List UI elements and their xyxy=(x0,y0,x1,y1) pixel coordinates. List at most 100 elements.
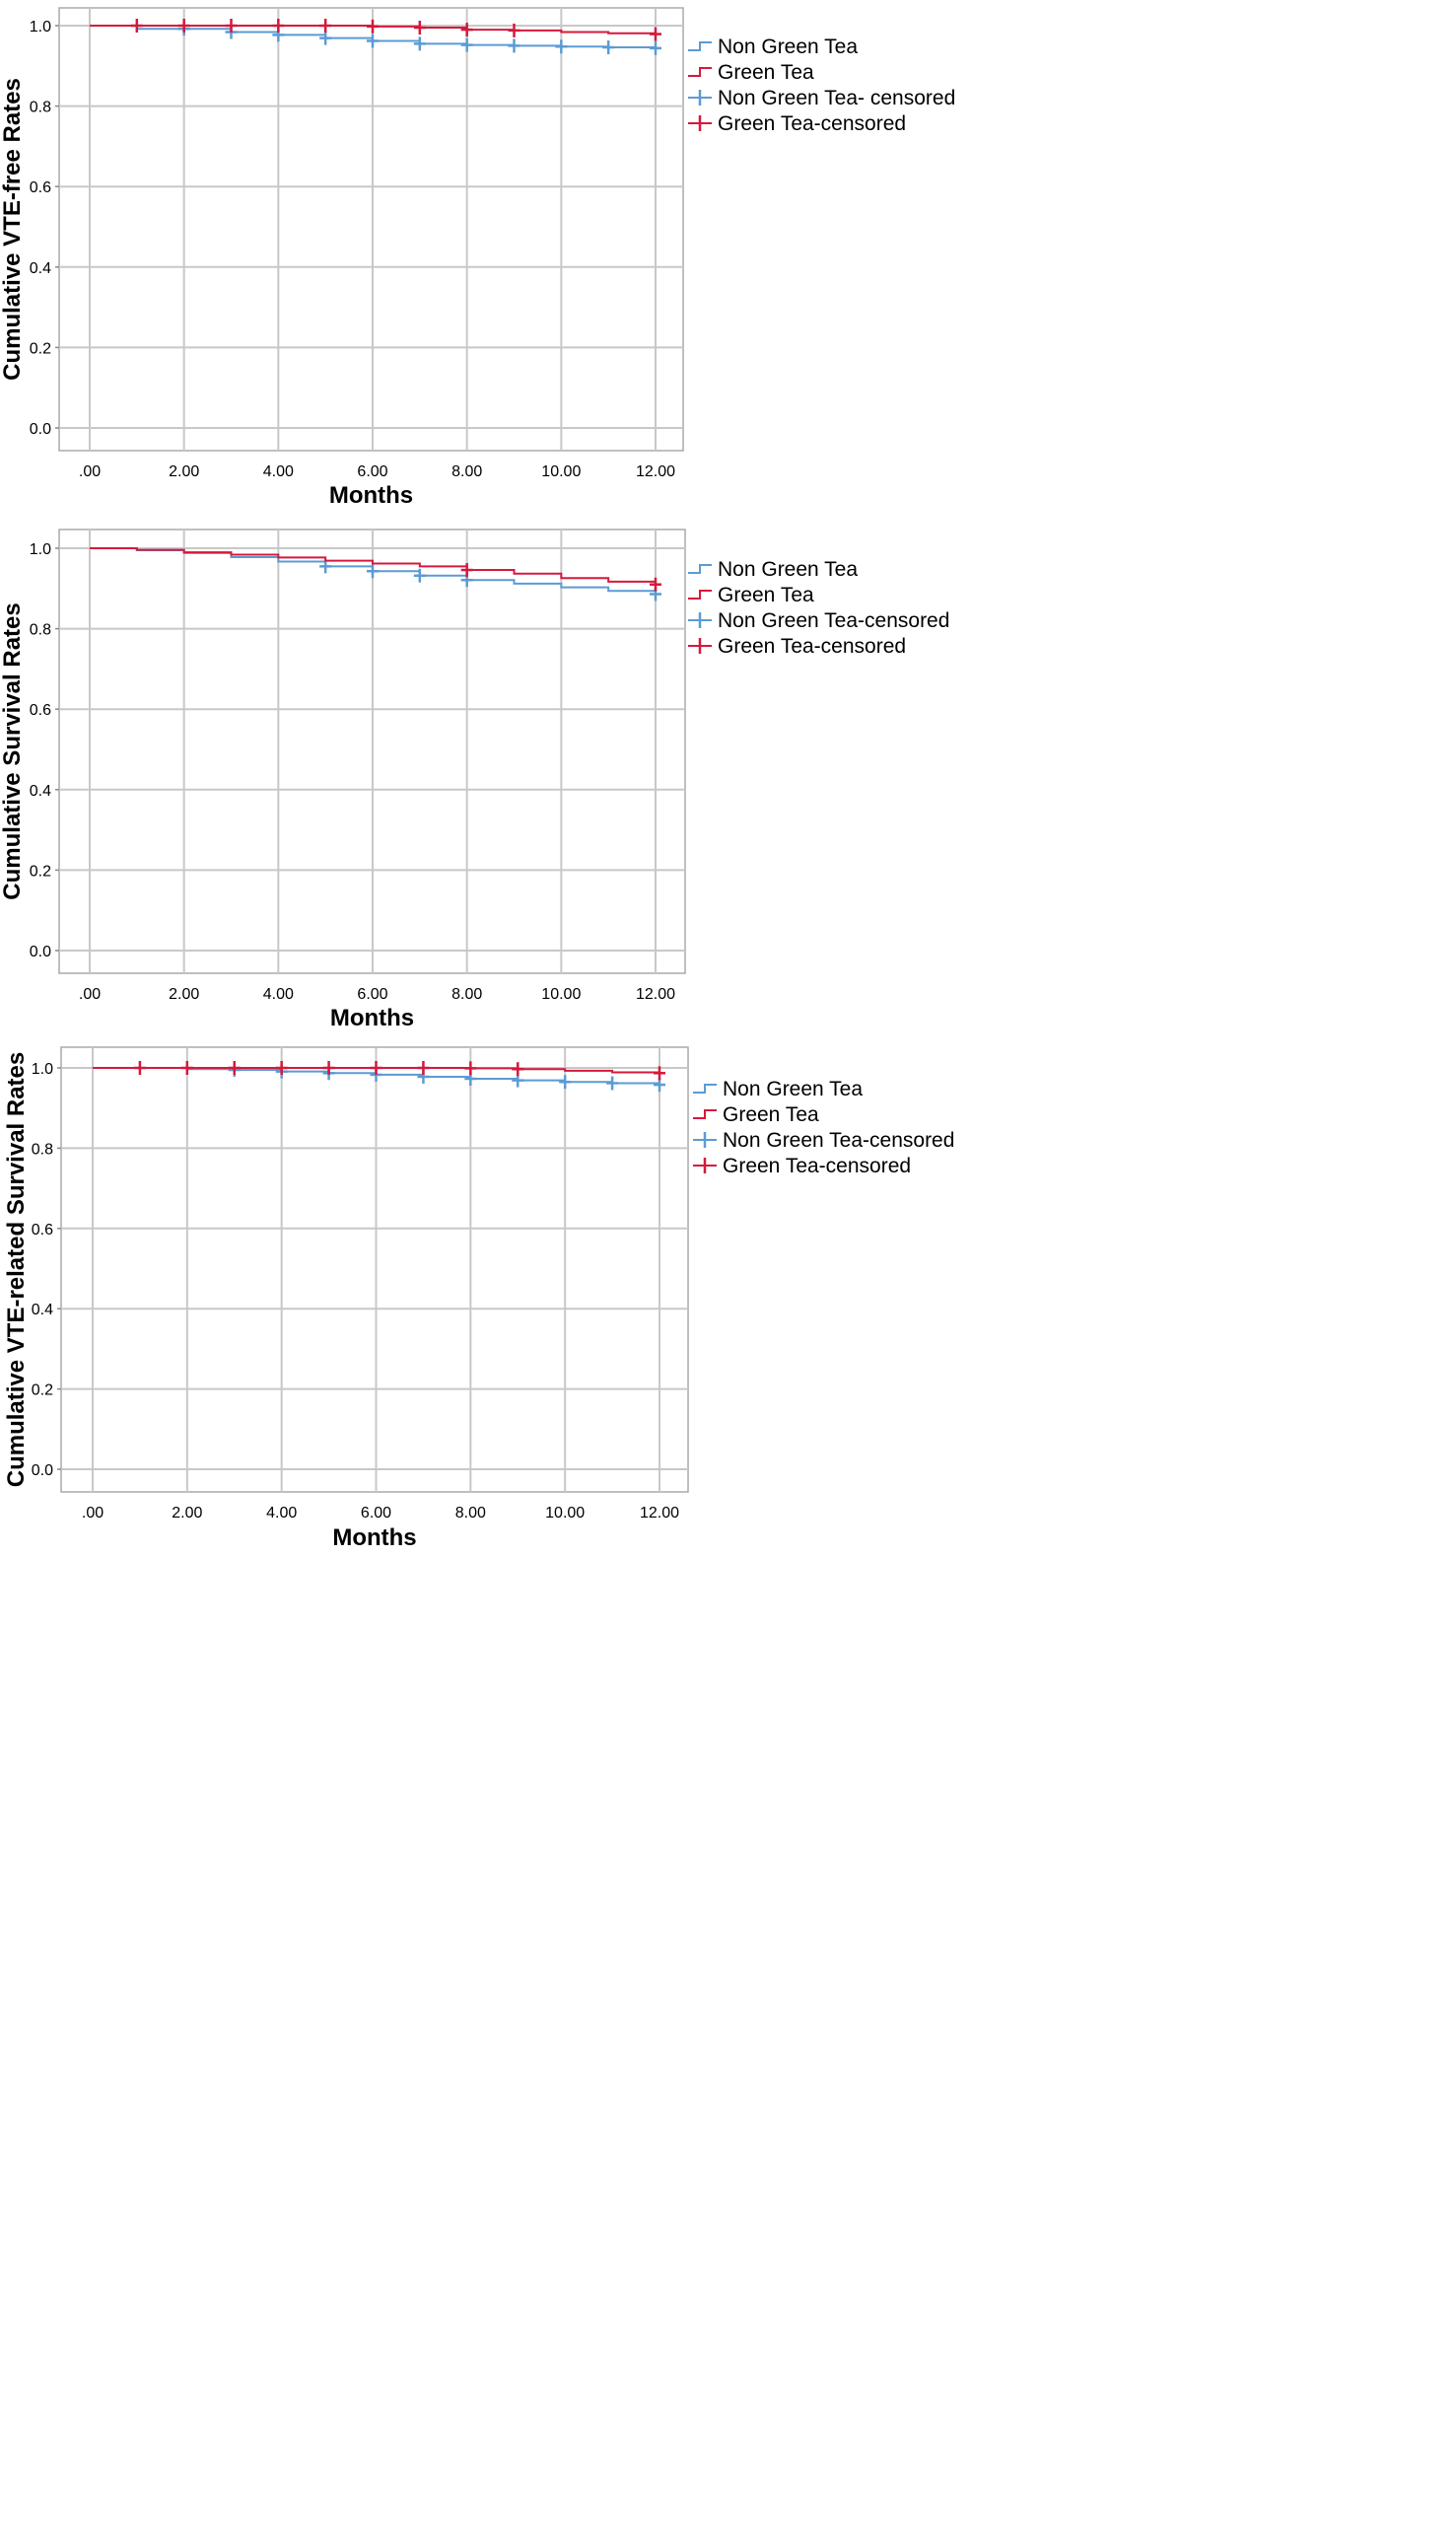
x-tick-label: 6.00 xyxy=(357,463,387,480)
legend-swatch-line xyxy=(688,41,712,51)
censor-mark-non-green-tea xyxy=(319,559,332,574)
x-tick-label: 12.00 xyxy=(640,1505,679,1522)
censor-mark-non-green-tea xyxy=(602,40,615,55)
legend-swatch-line xyxy=(693,1084,717,1094)
x-axis-label: Months xyxy=(332,1524,416,1551)
x-tick-label: .00 xyxy=(82,1505,104,1522)
censor-mark-green-tea xyxy=(650,577,661,592)
legend-swatch-line xyxy=(693,1109,717,1119)
legend-label: Green Tea xyxy=(723,1103,819,1126)
censor-mark-non-green-tea xyxy=(650,40,661,55)
x-tick-label: .00 xyxy=(79,986,101,1003)
y-tick-label: 0.4 xyxy=(30,783,51,800)
censor-mark-non-green-tea xyxy=(555,39,568,54)
legend-label: Green Tea-censored xyxy=(718,635,906,658)
y-tick-label: 0.6 xyxy=(30,702,51,719)
censor-mark-green-tea xyxy=(319,19,332,33)
censor-mark-green-tea xyxy=(367,19,379,34)
legend-label: Green Tea xyxy=(718,61,814,84)
chart-1: .00 2.00 4.00 6.00 8.00 10.00 12.00 0.0 0.2 0.4 0.… xyxy=(0,7,955,509)
legend-label: Green Tea-censored xyxy=(723,1155,911,1177)
censor-mark-non-green-tea xyxy=(606,1076,619,1091)
censor-mark-green-tea xyxy=(228,1061,241,1075)
censor-mark-green-tea xyxy=(322,1061,335,1075)
x-tick-label: 10.00 xyxy=(541,463,581,480)
x-tick-label: 8.00 xyxy=(451,463,482,480)
censor-mark-green-tea xyxy=(370,1061,382,1075)
x-tick-label: 6.00 xyxy=(361,1505,391,1522)
censor-mark-green-tea xyxy=(275,1061,288,1075)
censor-mark-green-tea xyxy=(272,19,285,33)
censor-mark-green-tea xyxy=(417,1061,430,1075)
x-tick-label: 2.00 xyxy=(169,463,199,480)
x-tick-label: 10.00 xyxy=(541,986,581,1003)
series-line-green-tea xyxy=(90,547,657,585)
censor-mark-green-tea xyxy=(650,27,661,41)
y-tick-label: 0.4 xyxy=(32,1302,53,1318)
legend: Non Green Tea Green Tea Non Green Tea- cen… xyxy=(688,35,955,135)
censor-mark-non-green-tea xyxy=(319,31,332,45)
censor-mark-green-tea xyxy=(654,1066,665,1081)
censor-mark-non-green-tea xyxy=(367,564,379,579)
y-tick-label: 1.0 xyxy=(30,19,51,35)
plot-frame xyxy=(58,7,684,452)
legend-swatch-line xyxy=(688,590,712,600)
x-tick-label: 12.00 xyxy=(636,463,675,480)
censor-mark-green-tea xyxy=(508,23,520,37)
censor-mark-non-green-tea xyxy=(508,38,520,53)
censor-mark-green-tea xyxy=(225,19,238,33)
y-tick-label: 0.4 xyxy=(30,260,51,277)
legend-label: Non Green Tea xyxy=(723,1078,863,1100)
y-tick-label: 0.0 xyxy=(30,944,51,960)
x-tick-label: 4.00 xyxy=(263,463,294,480)
legend-label: Non Green Tea xyxy=(718,558,858,581)
legend-label: Non Green Tea- censored xyxy=(718,87,955,109)
legend-swatch-line xyxy=(688,67,712,77)
censor-mark-non-green-tea xyxy=(413,568,426,583)
censor-mark-non-green-tea xyxy=(413,36,426,51)
censor-mark-green-tea xyxy=(180,1061,193,1075)
censor-mark-green-tea xyxy=(413,21,426,35)
legend-swatch-line xyxy=(688,564,712,574)
y-tick-label: 0.6 xyxy=(32,1222,53,1239)
legend-label: Non Green Tea-censored xyxy=(718,609,949,632)
censor-mark-green-tea xyxy=(133,1061,146,1075)
y-tick-label: 0.0 xyxy=(32,1462,53,1479)
x-tick-label: 8.00 xyxy=(455,1505,486,1522)
legend-label: Green Tea-censored xyxy=(718,112,906,135)
x-tick-label: 6.00 xyxy=(357,986,387,1003)
x-tick-label: 2.00 xyxy=(172,1505,202,1522)
censor-mark-green-tea xyxy=(464,1061,477,1076)
chart-2: .00 2.00 4.00 6.00 8.00 10.00 12.00 0.0 0.2 0.4 0.… xyxy=(0,529,949,1031)
legend: Non Green Tea Green Tea Non Green Tea-cens… xyxy=(688,558,949,658)
x-tick-label: 4.00 xyxy=(266,1505,297,1522)
x-tick-label: 12.00 xyxy=(636,986,675,1003)
censor-mark-green-tea xyxy=(460,23,473,37)
censor-mark-green-tea xyxy=(460,563,473,578)
y-axis-label: Cumulative VTE-free Rates xyxy=(0,78,26,381)
y-tick-label: 1.0 xyxy=(30,541,51,558)
chart-3: .00 2.00 4.00 6.00 8.00 10.00 12.00 0.0 0.2 0.4 0.… xyxy=(3,1046,954,1551)
censor-mark-non-green-tea xyxy=(654,1078,665,1093)
censor-mark-green-tea xyxy=(177,19,190,33)
y-tick-label: 0.2 xyxy=(32,1382,53,1399)
censor-mark-non-green-tea xyxy=(559,1075,572,1090)
legend-label: Non Green Tea-censored xyxy=(723,1129,954,1152)
y-tick-label: 0.0 xyxy=(30,421,51,438)
plot-frame xyxy=(60,1046,689,1493)
x-tick-label: 8.00 xyxy=(451,986,482,1003)
y-tick-label: 0.2 xyxy=(30,863,51,880)
legend-label: Green Tea xyxy=(718,584,814,606)
y-tick-label: 0.6 xyxy=(30,179,51,196)
x-tick-label: 2.00 xyxy=(169,986,199,1003)
censor-mark-non-green-tea xyxy=(367,34,379,48)
y-tick-label: 0.2 xyxy=(30,340,51,357)
censor-mark-green-tea xyxy=(130,19,143,33)
x-tick-label: 4.00 xyxy=(263,986,294,1003)
y-axis-label: Cumulative VTE-related Survival Rates xyxy=(3,1052,30,1488)
y-tick-label: 0.8 xyxy=(32,1141,53,1158)
y-tick-label: 1.0 xyxy=(32,1061,53,1078)
y-tick-label: 0.8 xyxy=(30,622,51,639)
legend: Non Green Tea Green Tea Non Green Tea-cens… xyxy=(693,1078,954,1177)
